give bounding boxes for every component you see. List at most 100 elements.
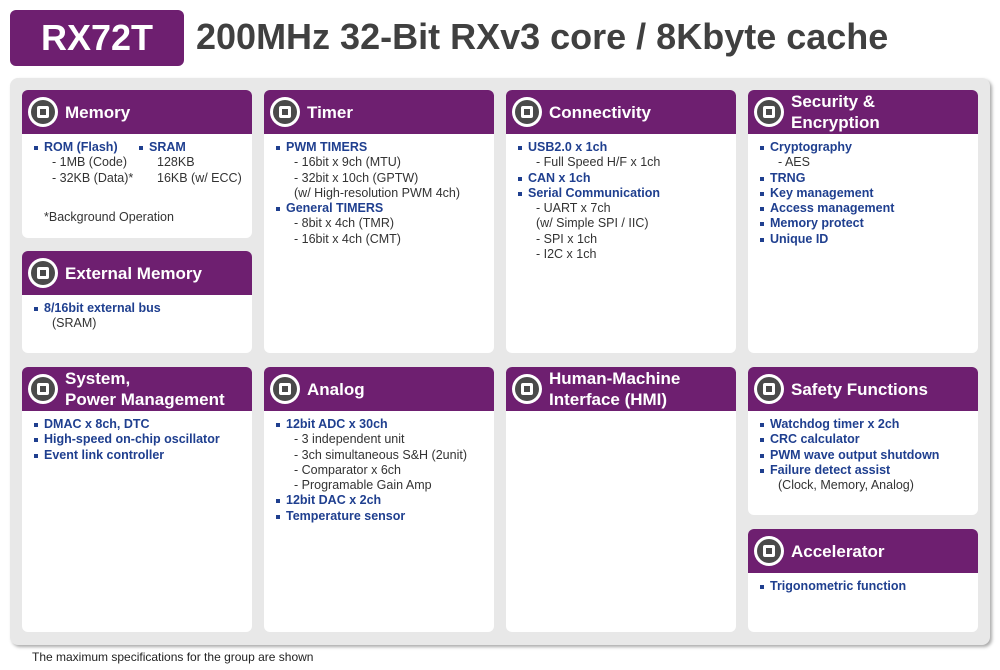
item-heading: USB2.0 x 1ch xyxy=(518,140,736,155)
card-title: Accelerator xyxy=(791,541,885,562)
item-heading: Cryptography xyxy=(760,140,978,155)
item-group: TRNG xyxy=(760,171,978,186)
item-group: 12bit DAC x 2ch xyxy=(276,493,494,508)
item-heading: Failure detect assist xyxy=(760,463,978,478)
item-heading: Unique ID xyxy=(760,232,978,247)
card-header: Accelerator xyxy=(748,529,978,573)
card-title-line: Analog xyxy=(307,379,365,399)
item-detail: 16KB (w/ ECC) xyxy=(157,170,242,185)
card-title-line: Safety Functions xyxy=(791,379,928,399)
card-body: Trigonometric function xyxy=(748,573,978,594)
item-detail: - UART x 7ch xyxy=(536,201,611,216)
card-title-line: Timer xyxy=(307,102,353,122)
item-group: Event link controller xyxy=(34,448,252,463)
item-heading: PWM TIMERS xyxy=(276,140,494,155)
item-detail: - 16bit x 9ch (MTU) xyxy=(294,155,401,170)
card: External Memory 8/16bit external bus (SRAM… xyxy=(22,251,252,353)
item-group: Cryptography - AES xyxy=(760,140,978,171)
card-body: PWM TIMERS - 16bit x 9ch (MTU) - 32bit x 1… xyxy=(264,134,494,247)
card-body: ROM (Flash) - 1MB (Code) - 32KB (Data)* SRA… xyxy=(22,134,252,186)
item-detail: - SPI x 1ch xyxy=(536,231,598,246)
item-group: PWM TIMERS - 16bit x 9ch (MTU) - 32bit x 1… xyxy=(276,140,494,201)
item-detail: - 1MB (Code) xyxy=(52,155,128,170)
card-title-line: Encryption xyxy=(791,113,880,132)
item-detail: (w/ Simple SPI / IIC) xyxy=(536,216,649,231)
item-group: Access management xyxy=(760,201,978,216)
card-header: Safety Functions xyxy=(748,367,978,411)
item-detail: - Comparator x 6ch xyxy=(294,462,401,477)
card: System, Power Management DMAC x 8ch, DTC Hi… xyxy=(22,367,252,632)
card-title: Security & Encryption xyxy=(791,91,880,133)
item-detail: - AES xyxy=(778,155,810,170)
badge: RX72T xyxy=(10,10,184,66)
card-body: 12bit ADC x 30ch - 3 independent unit - 3c… xyxy=(264,411,494,524)
card-title-line: System, xyxy=(65,369,131,388)
card-icon xyxy=(28,97,58,127)
item-detail: 128KB xyxy=(157,155,195,170)
item-heading: SRAM xyxy=(139,140,244,155)
card-title-line: Memory xyxy=(65,102,131,122)
card-title-line: Power Management xyxy=(65,390,225,409)
item-detail: - 3ch simultaneous S&H (2unit) xyxy=(294,447,467,462)
item-heading: CAN x 1ch xyxy=(518,171,736,186)
card-title: System, Power Management xyxy=(65,368,225,410)
page-title: 200MHz 32-Bit RXv3 core / 8Kbyte cache xyxy=(196,16,889,57)
card: Human-Machine Interface (HMI) xyxy=(506,367,736,632)
card-note: *Background Operation xyxy=(44,209,174,224)
card-title: Memory xyxy=(65,102,130,123)
card-title: External Memory xyxy=(65,263,202,284)
item-group: Serial Communication - UART x 7ch (w/ Simp… xyxy=(518,186,736,262)
card-header: System, Power Management xyxy=(22,367,252,411)
item-detail: - 32KB (Data)* xyxy=(52,170,134,185)
card-icon xyxy=(270,97,300,127)
card-body: USB2.0 x 1ch - Full Speed H/F x 1ch CAN x … xyxy=(506,134,736,262)
item-group: General TIMERS - 8bit x 4ch (TMR) - 16bit … xyxy=(276,201,494,247)
card-icon xyxy=(754,97,784,127)
card-title: Analog xyxy=(307,379,365,400)
item-group: DMAC x 8ch, DTC xyxy=(34,417,252,432)
card-icon xyxy=(28,258,58,288)
card-header: Analog xyxy=(264,367,494,411)
card-icon xyxy=(754,536,784,566)
item-heading: DMAC x 8ch, DTC xyxy=(34,417,252,432)
item-group: Watchdog timer x 2ch xyxy=(760,417,978,432)
item-group: Failure detect assist (Clock, Memory, Ana… xyxy=(760,463,978,494)
item-detail: - 8bit x 4ch (TMR) xyxy=(294,216,395,231)
card: Accelerator Trigonometric function xyxy=(748,529,978,632)
card-header: Human-Machine Interface (HMI) xyxy=(506,367,736,411)
item-heading: 12bit DAC x 2ch xyxy=(276,493,494,508)
item-heading: High-speed on-chip oscillator xyxy=(34,432,252,447)
item-heading: Trigonometric function xyxy=(760,579,978,594)
item-detail: - Programable Gain Amp xyxy=(294,478,432,493)
item-group: Memory protect xyxy=(760,216,978,231)
card-body: Cryptography - AES TRNG Key management Acces… xyxy=(748,134,978,247)
card-title-line: Interface (HMI) xyxy=(549,390,668,409)
item-group: 8/16bit external bus (SRAM) xyxy=(34,301,252,332)
card-title-line: Accelerator xyxy=(791,541,885,561)
card-title-line: External Memory xyxy=(65,263,202,283)
card-body: 8/16bit external bus (SRAM) xyxy=(22,295,252,332)
card-body: Watchdog timer x 2ch CRC calculator PWM wa… xyxy=(748,411,978,493)
card-icon xyxy=(512,374,542,404)
item-detail: - 32bit x 10ch (GPTW) xyxy=(294,170,419,185)
card-title-line: Human-Machine xyxy=(549,369,681,388)
card-header: Timer xyxy=(264,90,494,134)
item-group: High-speed on-chip oscillator xyxy=(34,432,252,447)
item-detail: (Clock, Memory, Analog) xyxy=(778,478,914,493)
item-group: USB2.0 x 1ch - Full Speed H/F x 1ch xyxy=(518,140,736,171)
card: Connectivity USB2.0 x 1ch - Full Speed H/F… xyxy=(506,90,736,353)
item-heading: General TIMERS xyxy=(276,201,494,216)
item-group: SRAM 128KB 16KB (w/ ECC) xyxy=(139,140,244,186)
item-heading: PWM wave output shutdown xyxy=(760,448,978,463)
card-icon xyxy=(754,374,784,404)
card-title-line: Connectivity xyxy=(549,102,652,122)
card-header: Connectivity xyxy=(506,90,736,134)
card-icon xyxy=(512,97,542,127)
item-group: Unique ID xyxy=(760,232,978,247)
item-group: 12bit ADC x 30ch - 3 independent unit - 3c… xyxy=(276,417,494,493)
card-header: Security & Encryption xyxy=(748,90,978,134)
item-detail: (w/ High-resolution PWM 4ch) xyxy=(294,185,461,200)
card-title: Connectivity xyxy=(549,102,651,123)
card-title: Timer xyxy=(307,102,353,123)
item-group: Key management xyxy=(760,186,978,201)
